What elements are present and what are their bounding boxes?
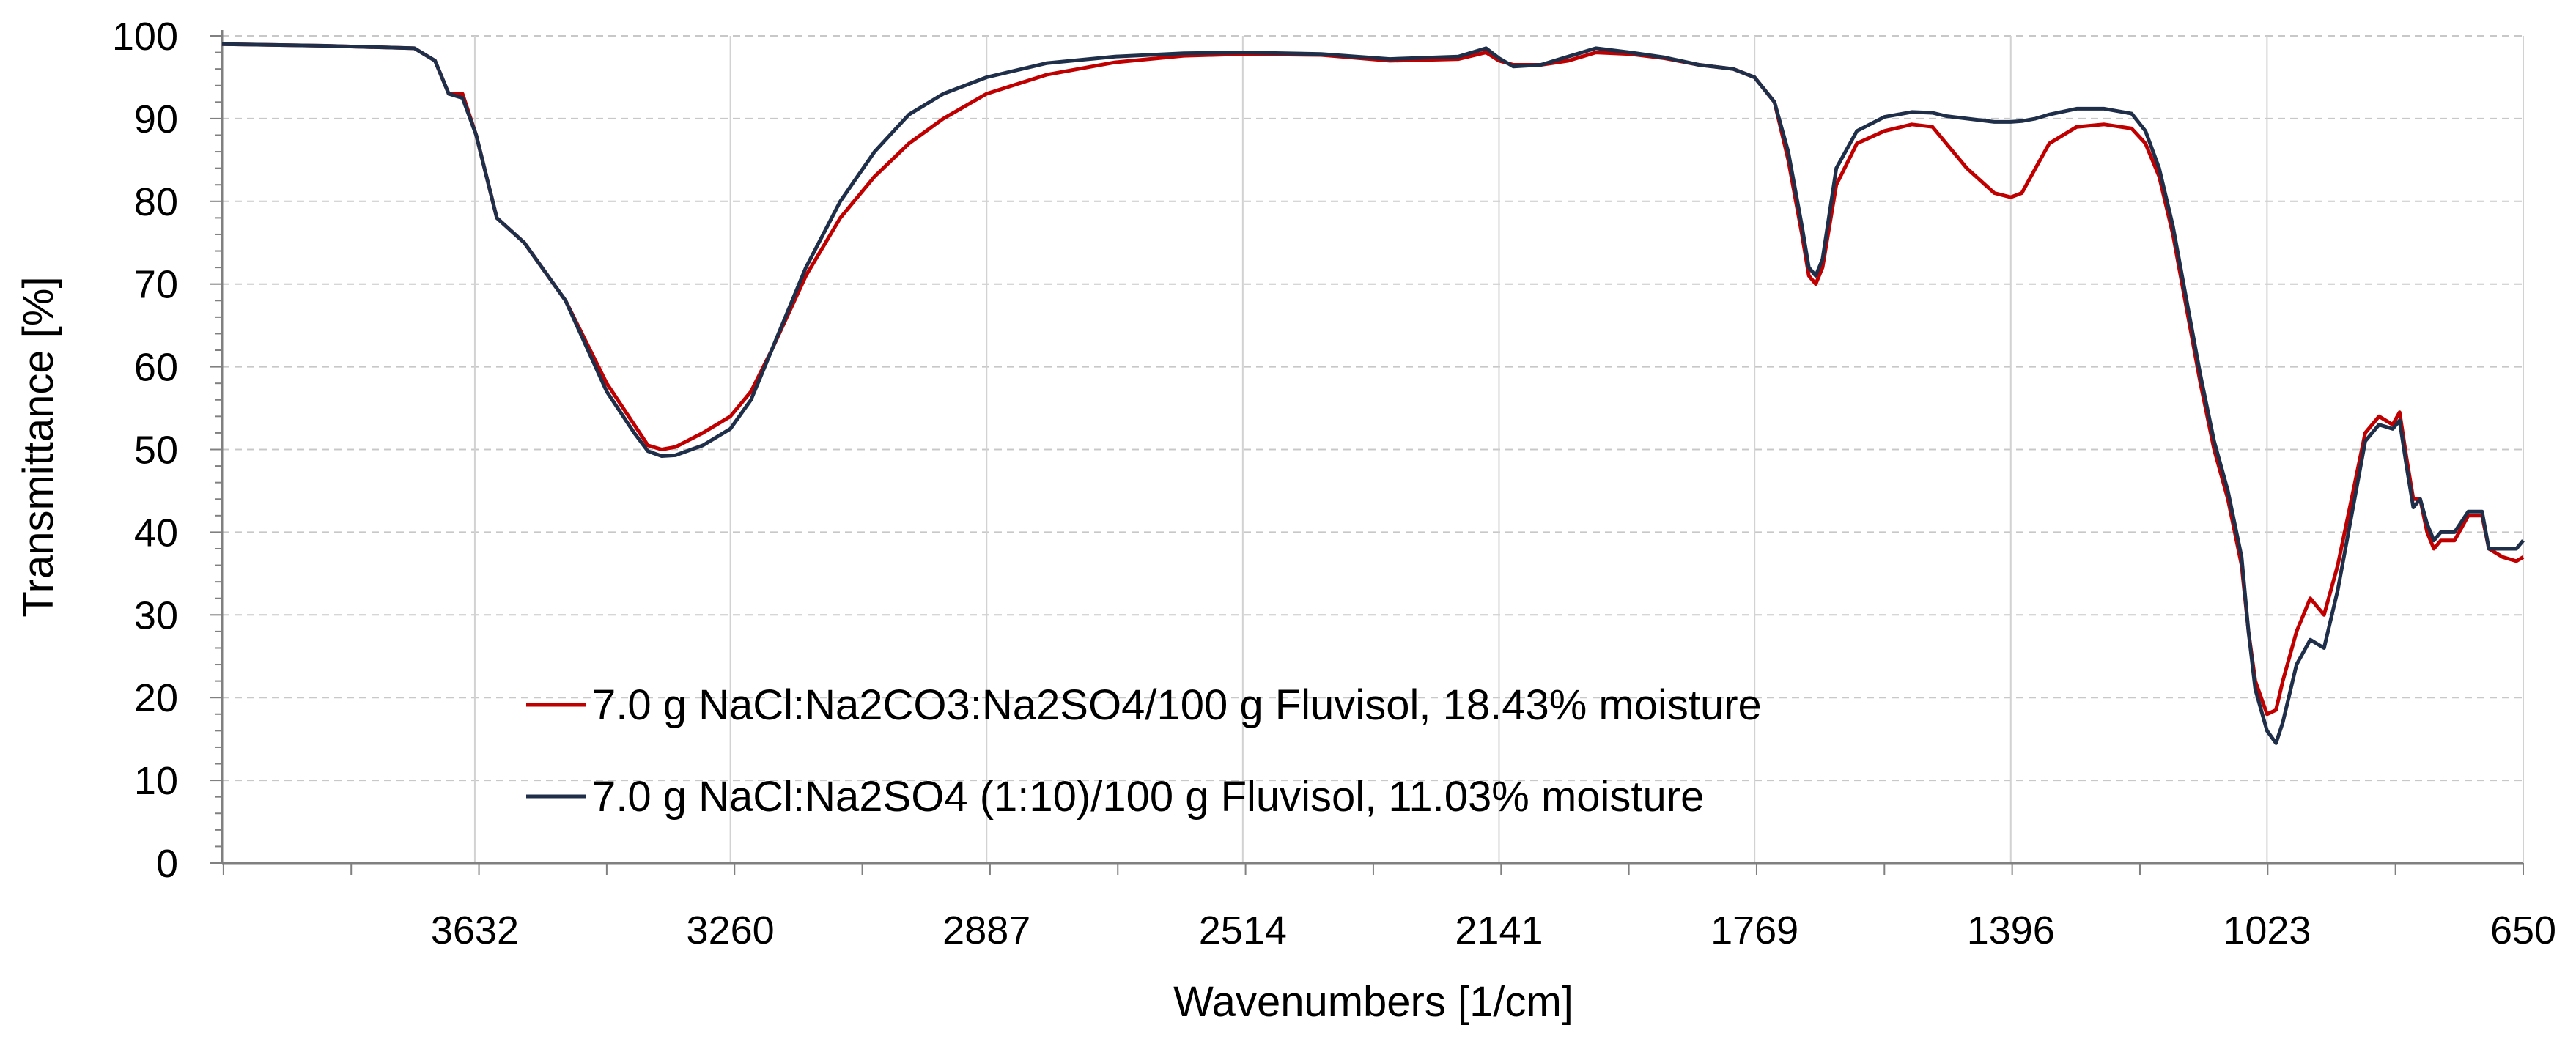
x-tick-label: 3260 (687, 908, 775, 952)
y-tick-label: 10 (134, 759, 178, 803)
y-tick-labels: 0 10 20 30 40 50 60 70 80 90 100 (112, 15, 178, 886)
y-tick-label: 20 (134, 676, 178, 720)
y-tick-label: 40 (134, 511, 178, 555)
y-tick-label: 70 (134, 263, 178, 307)
series-lines (221, 42, 2525, 745)
x-tick-label: 650 (2490, 908, 2556, 952)
x-tick-label: 3632 (431, 908, 519, 952)
y-axis-title: Transmittance [%] (15, 276, 62, 617)
x-tick-label: 2141 (1455, 908, 1543, 952)
axes (210, 30, 2524, 875)
x-tick-labels: 3632 3260 2887 2514 2141 1769 1396 1023 650 (431, 908, 2556, 952)
y-tick-label: 100 (112, 15, 178, 59)
x-tick-label: 1396 (1967, 908, 2055, 952)
y-tick-label: 90 (134, 97, 178, 141)
series-line-1 (221, 42, 2525, 717)
x-axis-title: Wavenumbers [1/cm] (1173, 978, 1573, 1026)
y-tick-label: 50 (134, 429, 178, 473)
legend-label-series-1: 7.0 g NaCl:Na2CO3:Na2SO4/100 g Fluvisol,… (592, 681, 1762, 729)
y-tick-label: 30 (134, 593, 178, 637)
series-line-2 (221, 42, 2525, 745)
x-tick-label: 2887 (942, 908, 1030, 952)
x-tick-label: 1769 (1710, 908, 1798, 952)
x-tick-label: 1023 (2223, 908, 2311, 952)
x-tick-label: 2514 (1199, 908, 1287, 952)
y-tick-label: 60 (134, 346, 178, 390)
y-tick-label: 80 (134, 180, 178, 224)
y-tick-label: 0 (156, 842, 178, 886)
legend-label-series-2: 7.0 g NaCl:Na2SO4 (1:10)/100 g Fluvisol,… (592, 773, 1704, 821)
legend: 7.0 g NaCl:Na2CO3:Na2SO4/100 g Fluvisol,… (526, 681, 1762, 821)
